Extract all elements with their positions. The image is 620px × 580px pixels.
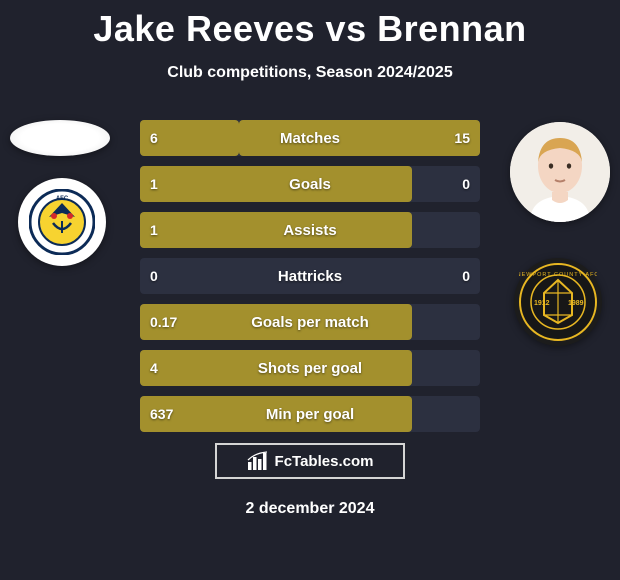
stat-label: Shots per goal <box>140 350 480 386</box>
stat-label: Goals per match <box>140 304 480 340</box>
stat-label: Min per goal <box>140 396 480 432</box>
svg-text:NEWPORT COUNTY AFC: NEWPORT COUNTY AFC <box>519 272 597 278</box>
svg-text:AFC: AFC <box>56 196 69 202</box>
stat-row: Matches6 15 <box>140 120 480 156</box>
stat-label: Matches <box>140 120 480 156</box>
afc-wimbledon-icon: AFC <box>29 189 95 255</box>
stat-value-left: 6 <box>140 120 168 156</box>
stat-value-left: 4 <box>140 350 168 386</box>
stat-value-left: 0 <box>140 258 168 294</box>
stat-value-left: 1 <box>140 166 168 202</box>
stat-row: Min per goal637 <box>140 396 480 432</box>
stat-value-right: 0 <box>452 258 480 294</box>
page-title: Jake Reeves vs Brennan <box>0 0 620 50</box>
fctables-logo: FcTables.com <box>215 443 405 479</box>
stat-row: Goals per match0.17 <box>140 304 480 340</box>
stat-value-left: 637 <box>140 396 183 432</box>
stat-value-right: 15 <box>444 120 480 156</box>
date-label: 2 december 2024 <box>0 500 620 518</box>
stat-value-right: 0 <box>452 166 480 202</box>
svg-text:1989: 1989 <box>568 300 584 307</box>
newport-county-icon: 1912 1989 NEWPORT COUNTY AFC <box>519 263 597 341</box>
stat-label: Goals <box>140 166 480 202</box>
page-subtitle: Club competitions, Season 2024/2025 <box>0 64 620 82</box>
bar-chart-icon <box>247 451 269 471</box>
stat-label: Assists <box>140 212 480 248</box>
stat-row: Hattricks0 0 <box>140 258 480 294</box>
player-right-avatar <box>510 122 610 222</box>
logo-text: FcTables.com <box>275 453 374 470</box>
stat-value-left: 0.17 <box>140 304 187 340</box>
stat-row: Assists1 <box>140 212 480 248</box>
club-right-crest: 1912 1989 NEWPORT COUNTY AFC <box>514 258 602 346</box>
stat-row: Shots per goal4 <box>140 350 480 386</box>
stat-label: Hattricks <box>140 258 480 294</box>
club-left-crest: AFC <box>18 178 106 266</box>
stats-comparison: Matches615Goals10Assists1Hattricks00Goal… <box>140 120 480 442</box>
stat-value-left: 1 <box>140 212 168 248</box>
player-left-avatar <box>10 120 110 156</box>
player-face-icon <box>510 122 610 222</box>
stat-row: Goals1 0 <box>140 166 480 202</box>
svg-text:1912: 1912 <box>534 300 550 307</box>
